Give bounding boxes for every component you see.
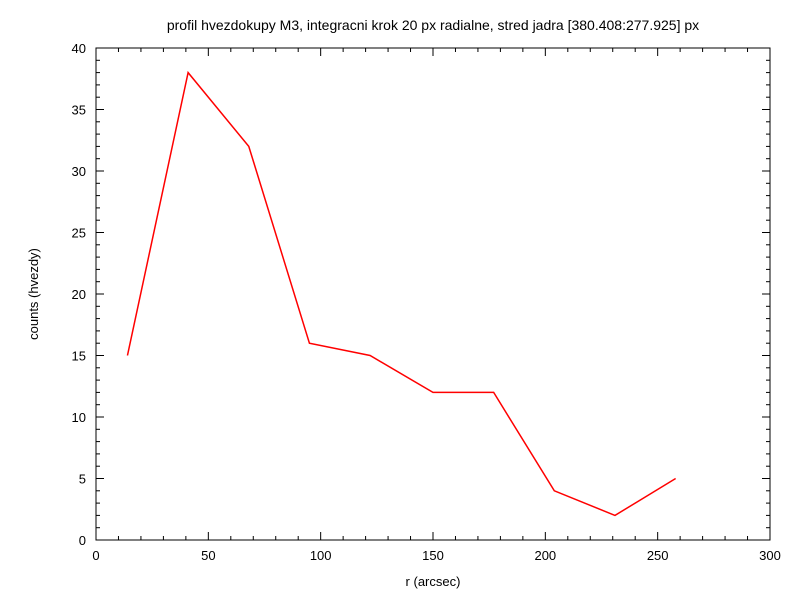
x-tick-label: 250 [647,548,669,563]
x-tick-label: 300 [759,548,781,563]
x-axis-label: r (arcsec) [406,574,461,589]
x-tick-label: 100 [310,548,332,563]
line-chart: 0 50 100 150 200 250 300 0 5 10 15 20 25 30 35 40 profil… [0,0,800,600]
y-tick-label: 15 [72,349,86,364]
plot-border [96,48,770,540]
chart-title: profil hvezdokupy M3, integracni krok 20… [167,17,699,33]
y-tick-label: 10 [72,410,86,425]
y-tick-label: 30 [72,164,86,179]
chart-container: 0 50 100 150 200 250 300 0 5 10 15 20 25 30 35 40 profil… [0,0,800,600]
y-axis-label: counts (hvezdy) [26,248,41,340]
data-series-line [127,73,675,516]
y-tick-label: 25 [72,226,86,241]
y-tick-label: 20 [72,287,86,302]
x-tick-label: 150 [422,548,444,563]
y-tick-label: 40 [72,41,86,56]
x-tick-label: 50 [201,548,215,563]
y-tick-label: 5 [79,472,86,487]
x-tick-label: 0 [92,548,99,563]
x-tick-label: 200 [534,548,556,563]
y-tick-label: 0 [79,533,86,548]
y-tick-label: 35 [72,103,86,118]
